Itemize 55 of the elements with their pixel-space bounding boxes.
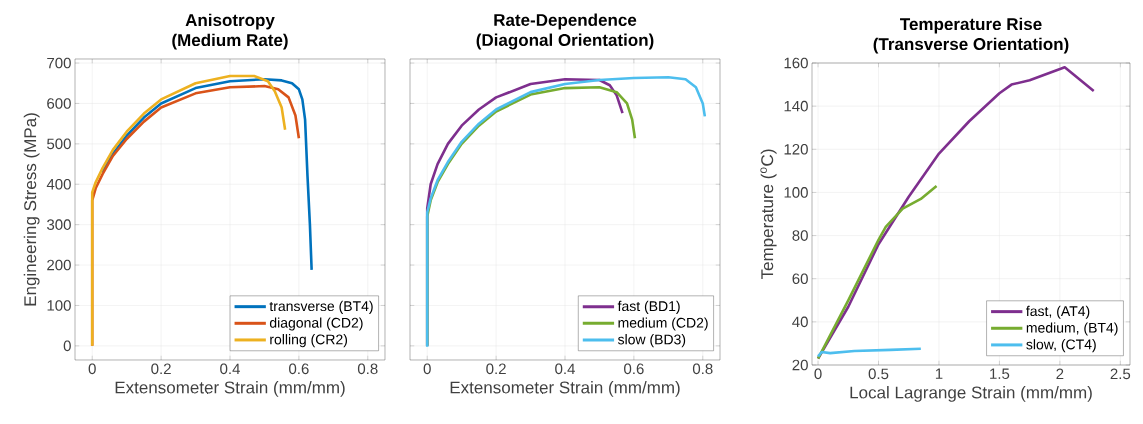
y-tick-label: 40 — [792, 316, 808, 328]
y-tick-label: 100 — [47, 300, 71, 311]
x-tick-label: 0 — [423, 363, 431, 375]
x-axis-title: Extensometer Strain (mm/mm) — [450, 381, 680, 397]
x-tick-label: 0.8 — [357, 363, 378, 375]
x-tick-label: 0.6 — [289, 363, 309, 375]
x-axis-title: Local Lagrange Strain (mm/mm) — [850, 386, 1092, 402]
chart-subtitle: (Medium Rate) — [172, 33, 288, 50]
y-tick-label: 100 — [784, 187, 808, 198]
chart-title: Rate-Dependence — [494, 13, 637, 30]
chart-subtitle: (Transverse Orientation) — [873, 37, 1069, 54]
chart-subtitle: (Diagonal Orientation) — [476, 33, 654, 50]
chart-title: Temperature Rise — [900, 17, 1042, 34]
y-tick-label: 80 — [792, 230, 808, 241]
x-tick-label: 0.5 — [868, 368, 889, 380]
y-tick-label: 160 — [784, 57, 808, 69]
legend-label: slow, (CT4) — [1026, 339, 1096, 353]
x-tick-label: 2 — [1056, 368, 1064, 380]
y-tick-label: 300 — [47, 219, 71, 230]
legend-label: medium (CD2) — [618, 317, 708, 331]
x-tick-label: 2.5 — [1110, 368, 1131, 380]
y-axis-title: Engineering Stress (MPa) — [23, 113, 40, 306]
x-tick-label: 0.4 — [220, 363, 240, 375]
x-tick-label: 0 — [814, 368, 822, 380]
x-tick-label: 1 — [935, 368, 943, 379]
legend-label: fast, (AT4) — [1026, 305, 1090, 319]
y-tick-label: 120 — [784, 143, 808, 155]
x-tick-label: 0.6 — [624, 363, 644, 375]
legend-label: rolling (CR2) — [270, 334, 348, 348]
y-tick-label: 140 — [784, 100, 808, 112]
y-axis-title: Temperature ($^{o}$C) — [760, 149, 777, 280]
line-series — [816, 184, 938, 360]
x-tick-label: 0.2 — [151, 363, 171, 375]
x-tick-label: 1.5 — [990, 368, 1010, 379]
line-series — [101, 77, 313, 272]
legend-label: transverse (BT4) — [269, 300, 373, 314]
legend-label: fast (BD1) — [617, 300, 680, 314]
y-tick-label: 60 — [792, 273, 808, 285]
line-series — [816, 347, 923, 358]
legend-label: diagonal (CD2) — [269, 317, 363, 331]
y-tick-label: 500 — [47, 138, 71, 150]
y-tick-label: 700 — [47, 57, 71, 69]
y-tick-label: 0 — [63, 340, 71, 352]
legend-label: medium, (BT4) — [1026, 322, 1118, 336]
x-axis-title: Extensometer Strain (mm/mm) — [115, 381, 345, 397]
x-tick-label: 0.4 — [555, 363, 575, 375]
x-tick-label: 0 — [88, 363, 96, 375]
x-tick-label: 0.8 — [692, 363, 713, 375]
x-tick-label: 0.2 — [486, 363, 506, 375]
y-tick-label: 600 — [47, 98, 71, 109]
y-tick-label: 400 — [46, 178, 71, 190]
legend-label: slow (BD3) — [617, 334, 686, 348]
chart-title: Anisotropy — [185, 13, 275, 30]
y-tick-label: 20 — [792, 359, 808, 371]
y-tick-label: 200 — [47, 259, 71, 271]
